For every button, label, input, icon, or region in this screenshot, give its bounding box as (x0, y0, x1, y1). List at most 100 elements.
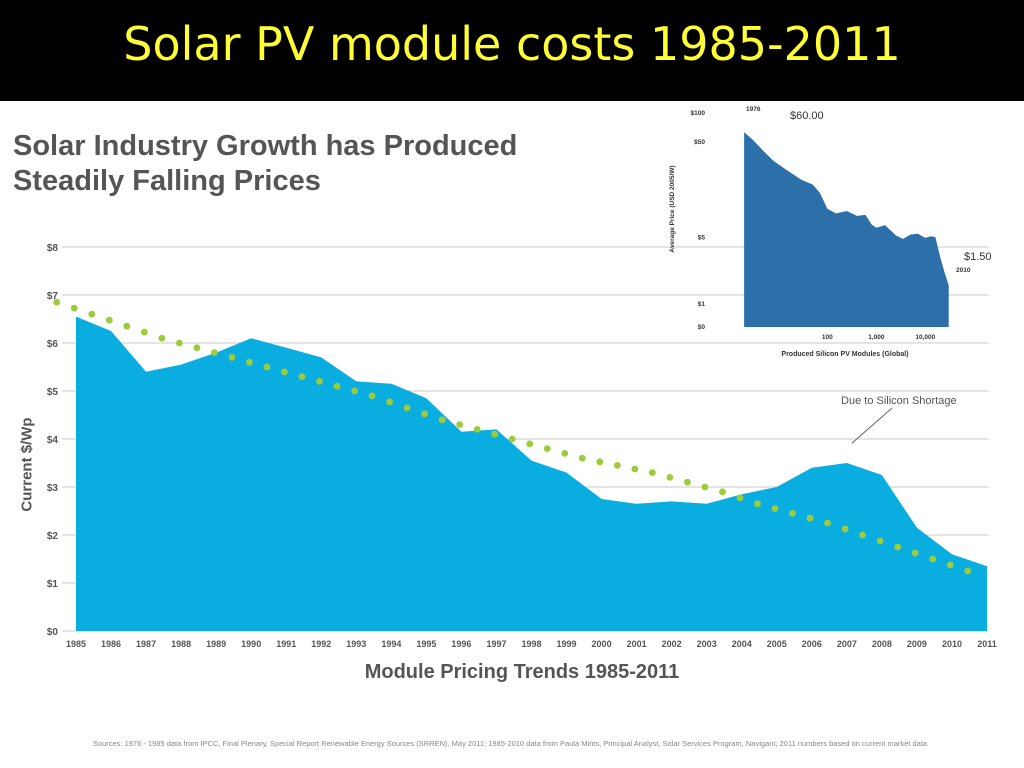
x-tick-label: 2004 (732, 639, 752, 649)
chart-panel: Solar Industry Growth has Produced Stead… (0, 101, 1024, 768)
inset-start-year: 1976 (746, 106, 761, 113)
slide-title: Solar PV module costs 1985-2011 (0, 0, 1024, 100)
x-tick-label: 2007 (837, 639, 857, 649)
inset-price-area (744, 132, 949, 327)
y-tick-label: $2 (47, 531, 59, 542)
trend-dot (841, 525, 849, 533)
y-tick-label: $1 (47, 579, 59, 590)
trend-dot (368, 392, 376, 400)
trend-dot (876, 537, 884, 545)
trend-dot (333, 382, 341, 390)
trend-dot (105, 316, 113, 324)
trend-dot (491, 430, 499, 438)
trend-dot (771, 505, 779, 512)
inset-end-year: 2010 (956, 267, 971, 274)
inset-y-tick-label: $100 (691, 110, 706, 117)
trend-dot (158, 334, 166, 342)
chart-headline: Solar Industry Growth has Produced Stead… (13, 129, 673, 199)
trend-dot (456, 421, 464, 428)
sources-note: Sources: 1976 - 1985 data from IPCC, Fin… (92, 739, 928, 748)
trend-dot (211, 349, 218, 356)
trend-dot (578, 454, 586, 462)
main-area-chart: $0 $1 $2 $3 $4 $5 $6 $7 $8 1985 1986 1987 1988 1989 19… (47, 243, 997, 649)
x-tick-label: 2000 (592, 639, 612, 649)
y-tick-label: $5 (47, 387, 59, 398)
x-tick-label: 2008 (872, 639, 892, 649)
trend-dot (298, 373, 306, 380)
x-tick-label: 1994 (381, 639, 401, 649)
x-tick-label: 2009 (907, 639, 927, 649)
x-tick-label: 2005 (767, 639, 787, 649)
trend-dot (946, 561, 954, 569)
trend-dot (351, 387, 358, 395)
inset-start-price: $60.00 (790, 110, 824, 122)
x-tick-label: 1997 (486, 639, 506, 649)
x-tick-label: 1988 (171, 639, 191, 649)
trend-dot (88, 310, 96, 318)
inset-y-tick-label: $50 (694, 139, 705, 146)
x-tick-label: 2010 (942, 639, 962, 649)
trend-dot (70, 304, 78, 312)
trend-dot (684, 478, 691, 486)
y-axis-label: Current $/Wp (18, 417, 36, 512)
inset-learning-curve-chart: $100 $50 $5 $1 $0 100 1,000 10,000 Produced Sili… (669, 106, 992, 358)
inset-y-tick-label: $0 (698, 324, 706, 331)
trend-dot (246, 358, 253, 366)
trend-dot (824, 519, 831, 527)
trend-dot (701, 483, 709, 491)
x-tick-label: 2002 (662, 639, 682, 649)
trend-dot (754, 500, 761, 508)
x-tick-label: 1999 (557, 639, 577, 649)
trend-dot (421, 410, 429, 418)
trend-dot (123, 322, 131, 330)
x-tick-label: 1996 (451, 639, 471, 649)
trend-dot (666, 474, 674, 481)
x-tick-label: 1986 (101, 639, 121, 649)
trend-dot (526, 440, 534, 448)
y-tick-label: $4 (47, 435, 59, 446)
x-axis-title: Module Pricing Trends 1985-2011 (364, 661, 680, 683)
y-tick-label: $6 (47, 339, 59, 350)
inset-end-price: $1.50 (964, 251, 992, 263)
trend-dot (53, 298, 61, 306)
x-tick-label: 1991 (276, 639, 296, 649)
trend-dot (719, 488, 726, 496)
trend-dot (175, 339, 183, 347)
trend-dot (508, 435, 516, 443)
y-tick-label: $8 (47, 243, 59, 254)
inset-y-axis-label: Average Price (USD 2005/W) (669, 165, 676, 252)
trend-dot (789, 510, 796, 517)
headline-line-1: Solar Industry Growth has Produced (13, 130, 518, 162)
x-tick-label: 2001 (627, 639, 647, 649)
trend-dot (613, 462, 621, 469)
inset-y-tick-label: $1 (698, 301, 706, 308)
y-tick-label: $0 (47, 627, 59, 638)
trend-dot (859, 531, 867, 539)
x-tick-label: 2003 (697, 639, 717, 649)
trend-dot (911, 549, 919, 557)
inset-x-tick-label: 1,000 (868, 334, 885, 341)
inset-x-axis-label: Produced Silicon PV Modules (Global) (781, 351, 908, 358)
annotation-leader-line (851, 407, 893, 444)
trend-dot (281, 368, 288, 376)
x-tick-label: 1998 (521, 639, 541, 649)
x-tick-label: 2006 (802, 639, 822, 649)
trend-dot (316, 378, 323, 385)
trend-dot (648, 469, 656, 476)
y-tick-label: $3 (47, 483, 59, 494)
trend-dot (438, 416, 446, 424)
x-tick-label: 1992 (311, 639, 331, 649)
headline-line-2: Steadily Falling Prices (13, 165, 321, 197)
trend-dot (140, 328, 148, 336)
inset-x-tick-label: 10,000 (915, 334, 935, 341)
trend-dot (631, 465, 639, 473)
inset-y-tick-label: $5 (698, 234, 706, 241)
trend-dot (561, 450, 569, 457)
trend-dot (228, 354, 236, 361)
trend-dot (596, 458, 604, 466)
trend-dot (403, 404, 411, 412)
x-tick-label: 1985 (66, 639, 86, 649)
price-area (76, 316, 987, 631)
trend-dot (806, 514, 814, 522)
